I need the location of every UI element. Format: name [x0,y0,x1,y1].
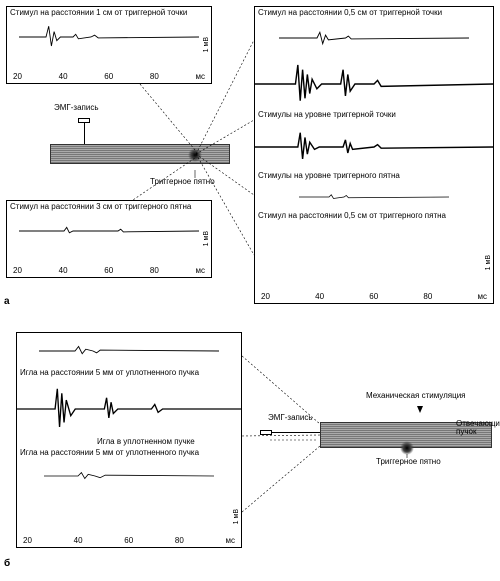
panel-a-r-title1: Стимул на расстоянии 0,5 см от триггерно… [255,7,493,19]
y-unit: 1 мВ [485,255,492,270]
trace-a-r2 [255,57,493,111]
arrow-down-icon [417,406,423,413]
trigger-spot-label-a: Триггерное пятно [150,178,215,186]
panel-a-r-cap2: Стимулы на уровне триггерной точки [255,111,493,122]
panel-b-cap1: Игла на расстоянии 5 мм от уплотненного … [17,369,241,380]
x-unit: мс [196,266,206,275]
y-unit: 1 мВ [203,231,210,246]
panel-a-tl-title: Стимул на расстоянии 1 см от триггерной … [7,7,211,19]
xtick: 80 [175,536,184,545]
xtick: 20 [13,72,22,81]
xtick: 60 [104,266,113,275]
subfigure-b-label: б [4,558,10,569]
panel-a-bottom-left: Стимул на расстоянии 3 см от триггерного… [6,200,212,278]
trigger-spot-b [400,441,414,455]
x-unit: мс [478,292,488,301]
muscle-band-a [50,144,230,164]
y-unit: 1 мВ [233,509,240,524]
trace-a-bl [7,213,211,249]
xtick: 40 [315,292,324,301]
trace-a-r4 [255,182,493,212]
panel-b-cap3: Игла на расстоянии 5 мм от уплотненного … [17,449,241,460]
xtick: 80 [150,266,159,275]
xtick: 40 [74,536,83,545]
x-unit: мс [196,72,206,81]
xtick: 20 [23,536,32,545]
mech-stim-label: Механическая стимуляция [366,392,466,400]
xtick: 80 [150,72,159,81]
xtick: 60 [369,292,378,301]
xtick: 20 [261,292,270,301]
trigger-spot-a [188,148,202,162]
xtick: 40 [59,72,68,81]
panel-a-bl-title: Стимул на расстоянии 3 см от триггерного… [7,201,211,213]
axis-x: 20 40 60 80 мс [7,72,211,81]
trace-b-t3 [17,459,241,493]
panel-a-r-cap4: Стимул на расстоянии 0,5 см от триггерно… [255,212,493,223]
xtick: 40 [59,266,68,275]
panel-a-r-cap3: Стимулы на уровне триггерного пятна [255,172,493,183]
xtick: 60 [104,72,113,81]
panel-b-left: Игла на расстоянии 5 мм от уплотненного … [16,332,242,548]
axis-x: 20 40 60 80 мс [7,266,211,275]
xtick: 20 [13,266,22,275]
xtick: 60 [124,536,133,545]
trigger-spot-label-b: Триггерное пятно [376,458,441,466]
trace-b-t2 [17,380,241,438]
subfigure-a-label: а [4,296,10,307]
panel-a-top-left: Стимул на расстоянии 1 см от триггерной … [6,6,212,84]
emg-label-a: ЭМГ-запись [54,104,99,112]
trace-a-tl [7,19,211,55]
axis-x: 20 40 60 80 мс [255,292,493,301]
trace-b-t1 [17,333,241,369]
panel-a-right: Стимул на расстоянии 0,5 см от триггерно… [254,6,494,304]
y-unit: 1 мВ [203,37,210,52]
figure-container: Стимул на расстоянии 1 см от триггерной … [0,0,500,581]
axis-x: 20 40 60 80 мс [17,536,241,545]
panel-b-cap2: Игла в уплотненном пучке [17,438,241,449]
xtick: 80 [423,292,432,301]
probe-icon-b [260,430,272,435]
trace-a-r3 [255,122,493,172]
resp-bundle-label: Отвечающий пучок [456,420,496,437]
trace-a-r1 [255,19,493,57]
x-unit: мс [226,536,236,545]
probe-wire [84,123,85,145]
emg-label-b: ЭМГ-запись [268,414,313,422]
